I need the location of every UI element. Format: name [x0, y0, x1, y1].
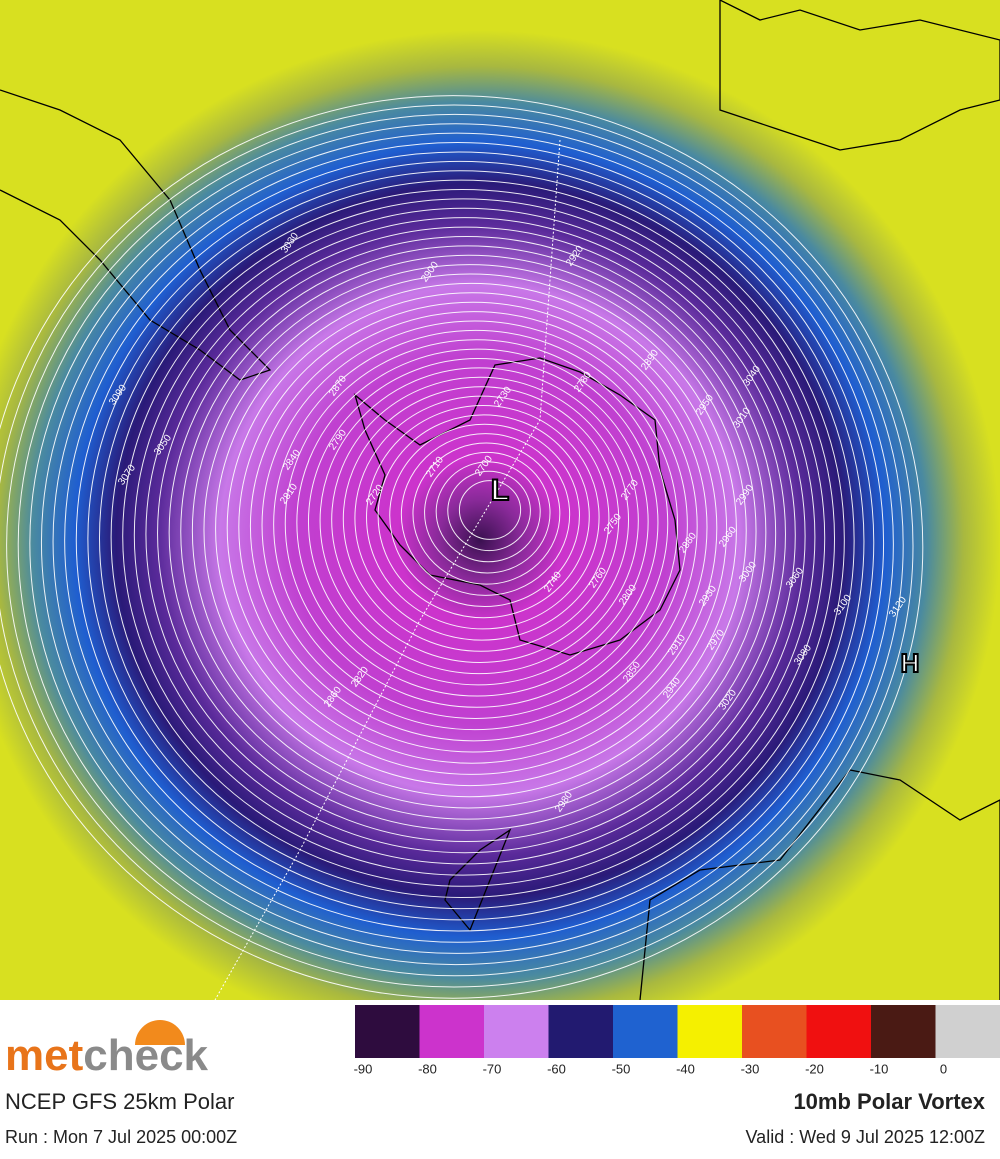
- colorbar-tick-label: -90: [354, 1061, 373, 1076]
- colorbar-tick-label: -50: [612, 1061, 631, 1076]
- valid-time: Valid : Wed 9 Jul 2025 12:00Z: [746, 1127, 985, 1147]
- chart-title: 10mb Polar Vortex: [793, 1089, 985, 1114]
- colorbar-swatch: [871, 1005, 936, 1058]
- colorbar-tick-label: -10: [870, 1061, 889, 1076]
- colorbar-tick-label: -60: [547, 1061, 566, 1076]
- colorbar-swatch: [613, 1005, 678, 1058]
- run-time: Run : Mon 7 Jul 2025 00:00Z: [5, 1127, 237, 1147]
- colorbar-tick-label: -30: [741, 1061, 760, 1076]
- colorbar-tick-label: -70: [483, 1061, 502, 1076]
- logo-check-text: check: [83, 1031, 208, 1080]
- colorbar-tick-label: 0: [940, 1061, 947, 1076]
- model-name: NCEP GFS 25km Polar: [5, 1089, 234, 1114]
- colorbar-tick-label: -80: [418, 1061, 437, 1076]
- colorbar-tick-label: -40: [676, 1061, 695, 1076]
- high-marker: H: [901, 648, 920, 678]
- colorbar-swatch: [549, 1005, 614, 1058]
- colorbar-swatch: [355, 1005, 420, 1058]
- colorbar-swatch: [807, 1005, 872, 1058]
- colorbar-swatch: [936, 1005, 1000, 1058]
- colorbar-tick-label: -20: [805, 1061, 824, 1076]
- logo-met-text: met: [5, 1031, 84, 1080]
- colorbar-swatch: [420, 1005, 485, 1058]
- colorbar-swatch: [678, 1005, 743, 1058]
- logo-met: metcheck: [5, 1031, 209, 1080]
- colorbar-swatch: [484, 1005, 549, 1058]
- colorbar-swatch: [742, 1005, 807, 1058]
- low-marker: L: [491, 474, 509, 507]
